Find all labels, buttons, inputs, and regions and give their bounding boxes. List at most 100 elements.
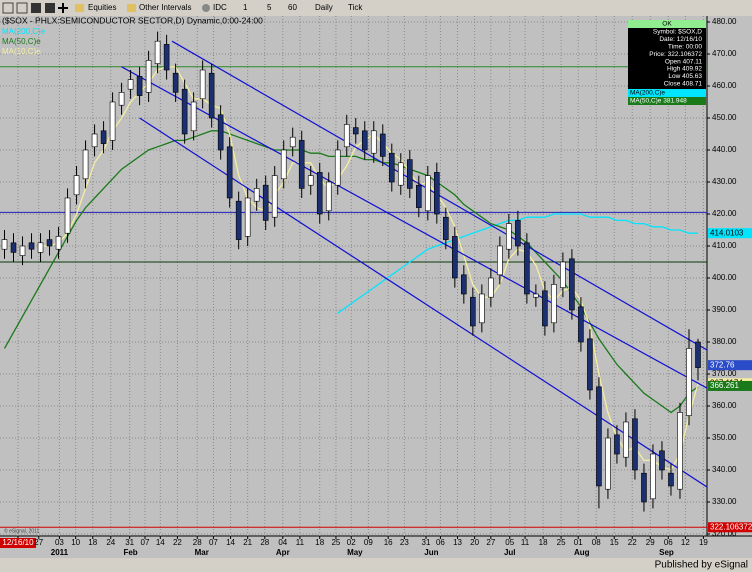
x-tick-label: 10 [71,538,80,547]
x-tick-label: 28 [193,538,202,547]
icon[interactable] [31,3,41,13]
x-tick-label: 20 [470,538,479,547]
candle-body [587,338,593,391]
icon[interactable] [16,2,28,14]
data-box-ma-bg [628,97,706,105]
candle-body [199,69,206,100]
candle-body [488,277,494,298]
x-tick-label: 07 [209,538,218,547]
candle-body [686,348,692,416]
icon[interactable] [2,2,14,14]
candle-body [334,149,341,186]
candle-body [343,124,350,148]
x-tick-label: 25 [331,538,340,547]
candle-body [524,242,530,295]
plot [0,16,707,536]
candle-body [235,200,242,240]
candle-body [397,162,404,186]
candle-body [515,220,521,247]
y-tick-label: 380.00 [712,337,737,346]
candle-body [118,92,125,106]
price-label-bg [708,360,752,371]
candle-body [19,245,26,256]
toolbar-item[interactable]: Daily [315,3,333,12]
price-label-bg [708,522,752,533]
icon[interactable] [58,3,68,13]
candle-body [172,72,179,93]
trendline [139,117,707,488]
y-tick-label: 390.00 [712,305,737,314]
price-label-bg [708,380,752,391]
month-label: Sep [659,548,674,557]
x-tick-label: 16 [384,538,393,547]
toolbar-item[interactable]: IDC [213,3,227,12]
candle-body [560,261,566,288]
x-tick-label: 06 [664,538,673,547]
candle-body [82,149,89,180]
price-label: 372.76 [710,360,735,369]
y-tick-label: 360.00 [712,401,737,410]
candle-body [695,341,701,368]
candle-body [10,242,17,253]
y-tick-label: 420.00 [712,209,737,218]
candle-body [361,130,368,151]
candle-body [271,175,278,218]
candle-body [542,290,548,327]
y-tick-label: 480.00 [712,17,737,26]
candle-body [136,76,143,96]
y-tick-label: 440.00 [712,145,737,154]
data-box-row: Time: 00:00 [668,44,702,51]
icon[interactable] [202,4,210,12]
candle-body [677,412,683,490]
price-label-bg [708,228,752,239]
candle-body [533,293,539,298]
y-tick-label: 400.00 [712,273,737,282]
candle-body [388,152,395,183]
candle-body [425,175,431,212]
x-tick-label: 19 [699,538,708,547]
x-tick-label: 25 [557,538,566,547]
x-tick-label: 11 [296,538,305,547]
y-tick-label: 340.00 [712,465,737,474]
icon[interactable] [75,4,84,12]
toolbar-item[interactable]: 60 [288,3,297,12]
x-tick-label: 01 [574,538,583,547]
copyright: © eSignal, 2011 [4,527,40,534]
x-tick-label: 03 [55,538,64,547]
candle-body [605,437,611,490]
data-box-ma: MA(200,C)e [630,90,665,97]
x-tick-label: 09 [364,538,373,547]
icon[interactable] [127,4,136,12]
candle-body [208,72,215,119]
x-tick-label: 06 [436,538,445,547]
toolbar-item[interactable]: 5 [267,3,272,12]
x-tick-label: 04 [278,538,287,547]
price-label: 366.261 [710,381,739,390]
x-tick-label: 02 [347,538,356,547]
toolbar-item[interactable]: Other Intervals [139,3,191,12]
x-tick-label: 12/16/10 [2,538,34,547]
x-tick-label: 22 [628,538,637,547]
x-tick-label: 12 [681,538,690,547]
toolbar-item[interactable]: Tick [348,3,363,12]
candle-body [64,197,71,234]
toolbar-item[interactable]: Equities [88,3,116,12]
candle-body [632,418,638,471]
icon[interactable] [45,3,55,13]
toolbar-item[interactable]: 1 [243,3,248,12]
candle-body [73,175,80,196]
candle-body [316,172,323,215]
data-box-row: Low 405.63 [668,73,702,80]
data-box-ma: MA(50,C)e 381.948 [630,98,687,105]
candle-body [479,293,485,324]
candle-body [190,101,197,132]
x-tick-label: 15 [610,538,619,547]
x-tick-label-bg [0,538,36,548]
candle-body [434,172,440,215]
candle-body [127,79,134,90]
candle-body [443,216,449,240]
candle-body [55,236,62,250]
legend-entry: MA(50,C)e [2,37,41,46]
y-tick-label: 370.00 [712,369,737,378]
chart-title: ($SOX - PHLX:SEMICONDUCTOR SECTOR,D) Dyn… [2,15,263,25]
